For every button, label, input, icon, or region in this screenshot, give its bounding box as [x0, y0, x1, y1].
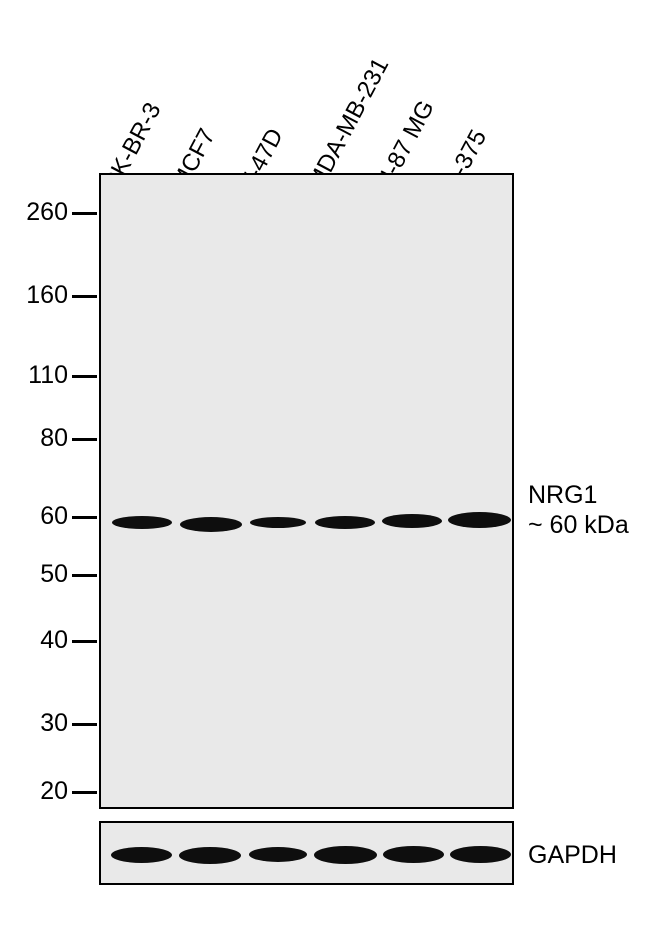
loading-band [179, 847, 241, 864]
mw-marker-label: 20 [8, 777, 68, 806]
protein-band [180, 517, 242, 532]
loading-band [383, 846, 444, 863]
mw-marker-tick [72, 212, 97, 215]
mw-marker-label: 30 [8, 709, 68, 738]
mw-marker-label: 40 [8, 626, 68, 655]
mw-marker-label: 260 [8, 198, 68, 227]
loading-band [314, 846, 377, 864]
loading-control-label: GAPDH [528, 841, 617, 870]
western-blot-figure: SK-BR-3 MCF7 T-47D MDA-MB-231 U-87 MG A-… [0, 0, 650, 933]
mw-marker-tick [72, 640, 97, 643]
mw-marker-label: 160 [8, 281, 68, 310]
main-blot-box [99, 173, 514, 809]
mw-marker-tick [72, 574, 97, 577]
target-protein-mw: ~ 60 kDa [528, 511, 629, 540]
mw-marker-tick [72, 438, 97, 441]
mw-marker-tick [72, 516, 97, 519]
protein-band [382, 514, 442, 528]
protein-band [112, 516, 172, 529]
mw-marker-label: 110 [8, 361, 68, 390]
mw-marker-tick [72, 295, 97, 298]
protein-band [315, 516, 375, 529]
loading-band [111, 847, 172, 863]
loading-band [249, 847, 307, 862]
loading-band [450, 846, 511, 863]
mw-marker-label: 80 [8, 424, 68, 453]
mw-marker-tick [72, 375, 97, 378]
target-protein-label: NRG1 [528, 481, 597, 510]
protein-band [448, 512, 511, 528]
mw-marker-label: 60 [8, 502, 68, 531]
mw-marker-label: 50 [8, 560, 68, 589]
protein-band [250, 517, 306, 528]
mw-marker-tick [72, 723, 97, 726]
mw-marker-tick [72, 791, 97, 794]
